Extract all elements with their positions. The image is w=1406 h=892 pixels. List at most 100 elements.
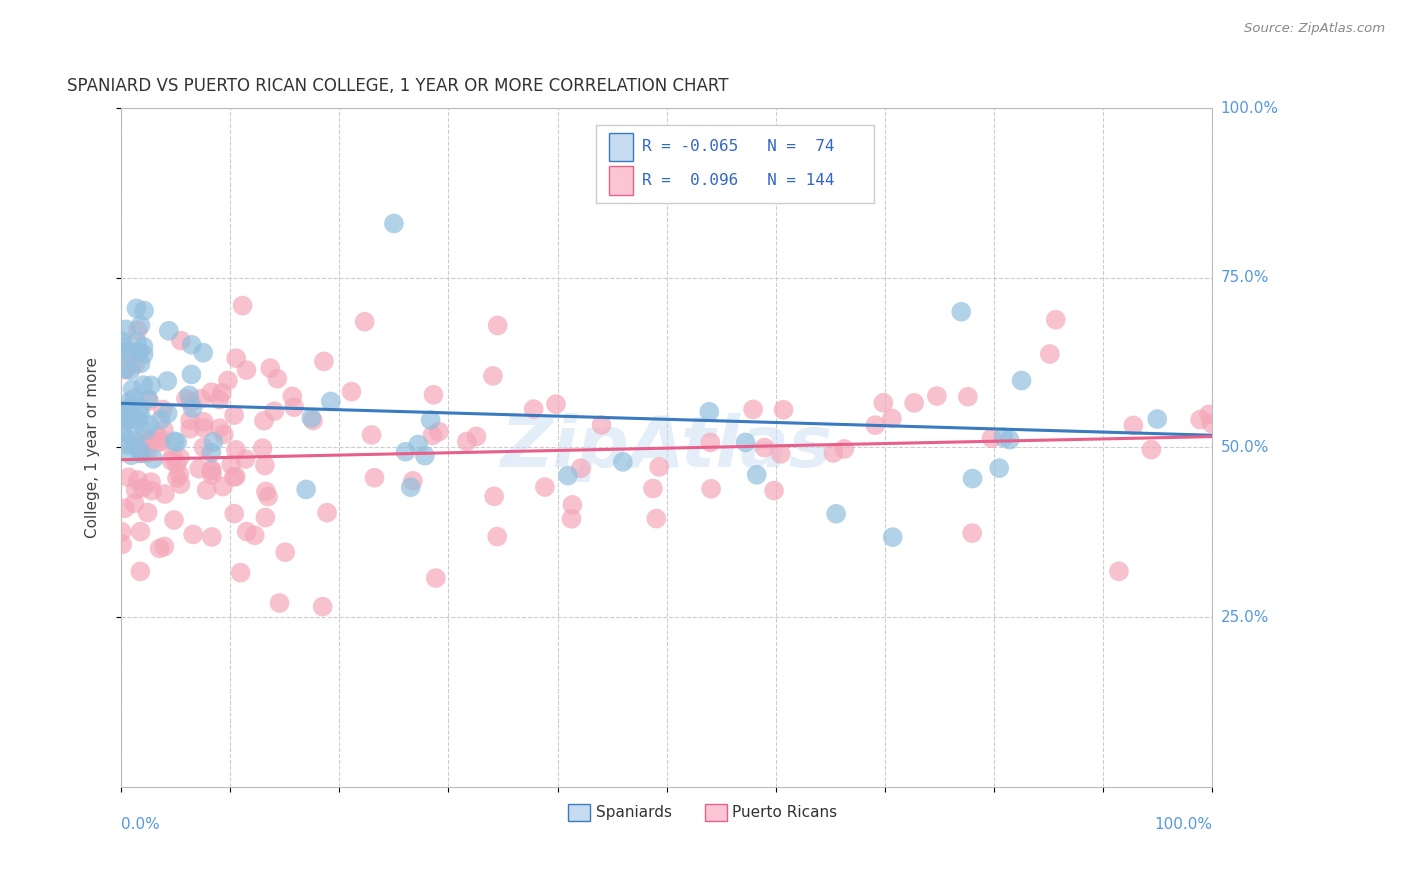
Point <box>561 498 583 512</box>
Point <box>872 396 894 410</box>
Point <box>561 512 583 526</box>
Point <box>734 435 756 450</box>
Point <box>131 481 153 495</box>
Point <box>465 429 488 443</box>
Text: 75.0%: 75.0% <box>1220 270 1268 285</box>
FancyBboxPatch shape <box>704 805 727 821</box>
Point <box>419 413 441 427</box>
Point <box>1189 412 1212 426</box>
Point <box>697 405 720 419</box>
Point <box>263 404 285 418</box>
Text: 50.0%: 50.0% <box>1220 440 1268 455</box>
Point <box>486 318 509 333</box>
Point <box>132 347 155 361</box>
Point <box>115 322 138 336</box>
Point <box>132 378 155 392</box>
Point <box>544 397 567 411</box>
Point <box>124 496 146 510</box>
Point <box>754 441 776 455</box>
Point <box>135 446 157 460</box>
Point <box>486 530 509 544</box>
Point <box>950 304 973 318</box>
Point <box>124 483 146 497</box>
Point <box>114 363 136 377</box>
Point <box>181 527 204 541</box>
Point <box>208 392 231 407</box>
Point <box>129 565 152 579</box>
Point <box>319 394 342 409</box>
Point <box>1140 442 1163 457</box>
Point <box>394 444 416 458</box>
Point <box>1108 564 1130 578</box>
Point <box>217 374 239 388</box>
Point <box>427 425 450 439</box>
Point <box>259 361 281 376</box>
Point <box>422 428 444 442</box>
Point <box>1201 417 1223 431</box>
Text: R =  0.096   N = 144: R = 0.096 N = 144 <box>641 173 834 188</box>
Point <box>170 334 193 348</box>
Point <box>127 473 149 487</box>
Point <box>129 524 152 539</box>
Point <box>149 435 172 450</box>
Point <box>148 434 170 448</box>
Point <box>235 363 257 377</box>
Point <box>180 395 202 409</box>
Point <box>127 323 149 337</box>
FancyBboxPatch shape <box>609 133 633 161</box>
Point <box>235 452 257 467</box>
Point <box>139 378 162 392</box>
Point <box>201 468 224 483</box>
Point <box>208 421 231 435</box>
Text: Source: ZipAtlas.com: Source: ZipAtlas.com <box>1244 22 1385 36</box>
Point <box>903 396 925 410</box>
Point <box>382 217 405 231</box>
Point <box>201 530 224 544</box>
Point <box>1198 408 1220 422</box>
Point <box>179 422 201 436</box>
Point <box>124 391 146 405</box>
Text: 25.0%: 25.0% <box>1220 609 1268 624</box>
Point <box>257 490 280 504</box>
Point <box>141 483 163 498</box>
Point <box>125 301 148 316</box>
Point <box>138 417 160 432</box>
Point <box>769 447 792 461</box>
Point <box>188 462 211 476</box>
Point <box>127 413 149 427</box>
Point <box>180 368 202 382</box>
Point <box>201 462 224 476</box>
FancyBboxPatch shape <box>596 125 875 203</box>
Point <box>163 434 186 449</box>
Point <box>648 459 671 474</box>
Point <box>865 418 887 433</box>
Point <box>200 445 222 459</box>
Point <box>181 401 204 416</box>
Point <box>823 446 845 460</box>
Point <box>212 427 235 442</box>
Point <box>152 402 174 417</box>
Point <box>612 455 634 469</box>
Point <box>110 524 132 539</box>
Point <box>882 530 904 544</box>
Point <box>132 340 155 354</box>
Point <box>148 430 170 444</box>
Point <box>136 392 159 406</box>
Point <box>153 540 176 554</box>
Point <box>128 401 150 416</box>
Point <box>156 407 179 421</box>
Point <box>399 480 422 494</box>
Point <box>132 303 155 318</box>
Point <box>166 435 188 450</box>
Point <box>993 430 1015 444</box>
Point <box>156 374 179 388</box>
Point <box>252 441 274 455</box>
Point <box>456 434 478 449</box>
Point <box>134 424 156 438</box>
Point <box>139 475 162 490</box>
Point <box>956 390 979 404</box>
Point <box>110 425 132 439</box>
Point <box>569 461 592 475</box>
Point <box>149 413 172 427</box>
Point <box>998 433 1021 447</box>
